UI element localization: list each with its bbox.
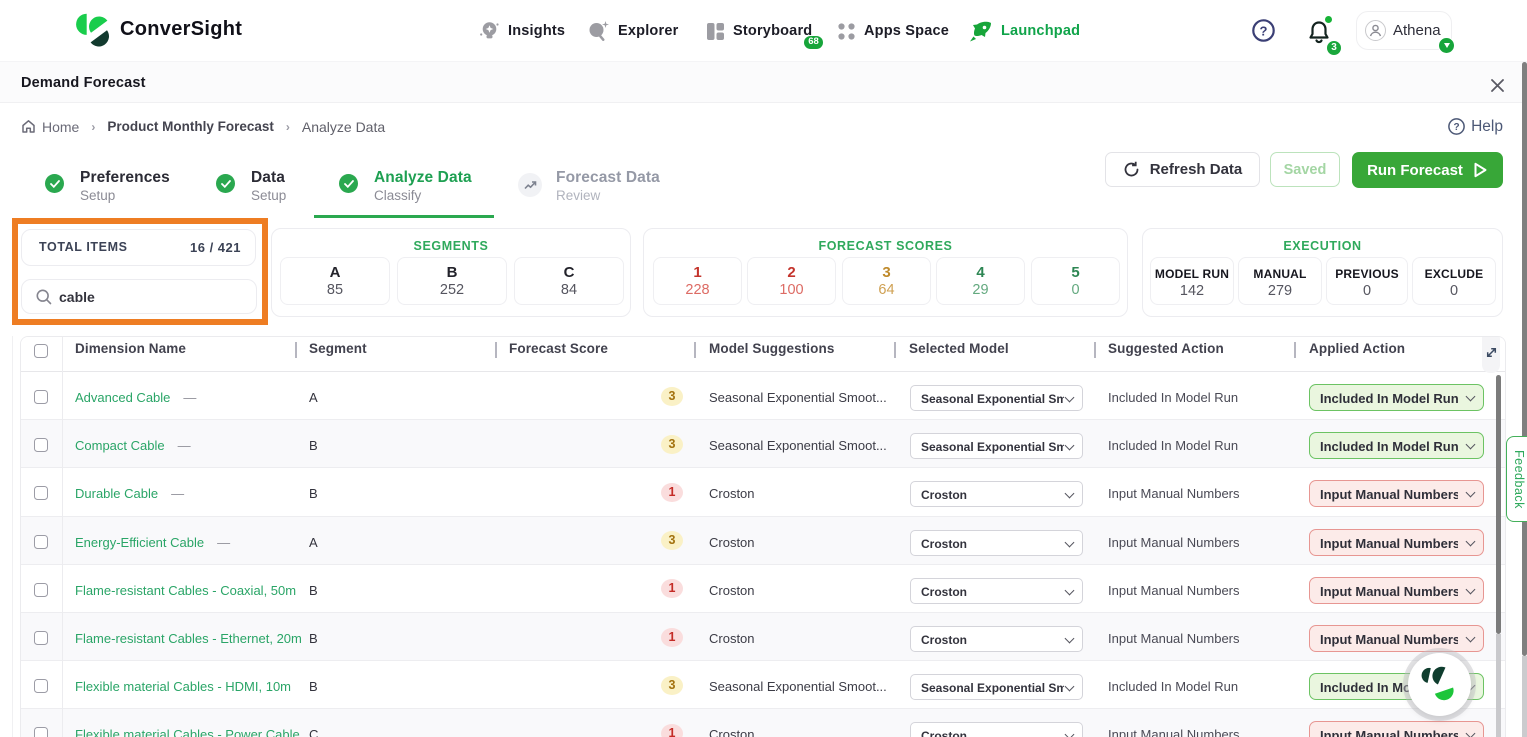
svg-text:?: ? [1260,24,1268,39]
svg-text:?: ? [1454,122,1460,133]
